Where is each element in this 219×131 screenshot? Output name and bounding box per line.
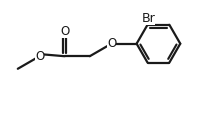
Text: O: O [60,25,69,38]
Text: Br: Br [142,12,155,25]
Text: O: O [107,37,116,50]
Text: O: O [35,50,44,63]
